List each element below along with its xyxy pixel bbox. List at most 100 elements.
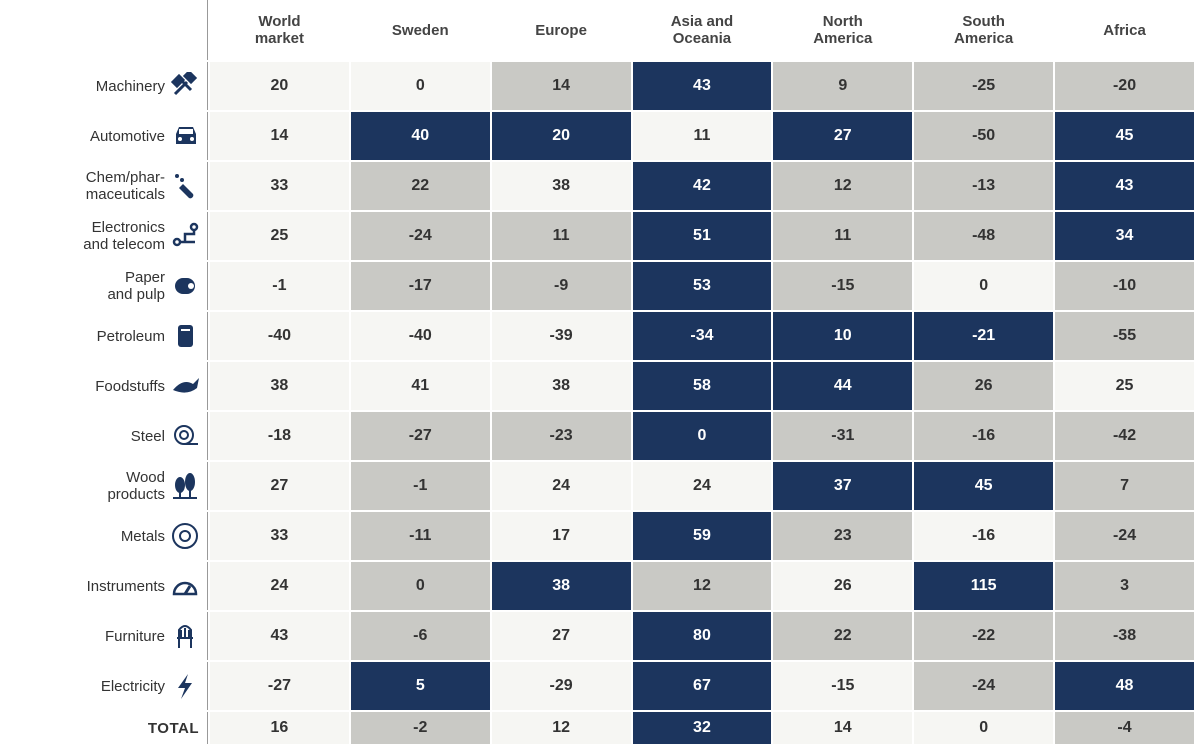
value-cell: -4 (1055, 712, 1194, 744)
row-icon (170, 69, 198, 96)
value-cell: 43 (1055, 162, 1194, 210)
value-cell: 45 (1055, 112, 1194, 160)
row-label-cell: Machinery (2, 62, 208, 110)
value-cell: -27 (210, 662, 349, 710)
row-icon (175, 174, 194, 199)
value-cell: 33 (210, 512, 349, 560)
row-label: Paper and pulp (107, 269, 165, 303)
value-cell: -11 (350, 512, 490, 560)
column-header: North America (813, 13, 873, 47)
row-label: Steel (130, 427, 165, 445)
value-cell: 0 (350, 62, 490, 110)
value-cell: 26 (773, 562, 913, 610)
table-row: Automotive 14 40 20 11 27 -50 45 (2, 112, 1194, 160)
table-row: Furniture 43 -6 27 80 22 -22 -38 (2, 612, 1194, 660)
row-label-cell: Furniture (2, 612, 208, 660)
corner (2, 0, 208, 60)
value-cell: -27 (350, 412, 490, 460)
value-cell: 34 (1055, 212, 1194, 260)
row-label: Electricity (100, 677, 165, 695)
value-cell: -10 (1055, 262, 1194, 310)
value-cell: -24 (1055, 512, 1194, 560)
value-cell: 12 (632, 562, 772, 610)
value-cell: -9 (491, 262, 631, 310)
value-cell: -20 (1055, 62, 1194, 110)
table-row: Petroleum -40 -40 -39 -34 10 -21 -55 (2, 312, 1194, 360)
row-icon (173, 378, 199, 393)
value-cell: 11 (491, 212, 631, 260)
value-cell: -24 (350, 212, 490, 260)
value-cell: -15 (773, 262, 913, 310)
value-cell: 44 (773, 362, 913, 410)
value-cell: 43 (210, 612, 349, 660)
table-row: Foodstuffs 38 41 38 58 44 26 25 (2, 362, 1194, 410)
table-row: Wood products 27 -1 24 24 37 45 7 (2, 462, 1194, 510)
value-cell: 51 (632, 212, 772, 260)
value-cell: 37 (773, 462, 913, 510)
value-cell: 3 (1055, 562, 1194, 610)
value-cell: 22 (773, 612, 913, 660)
value-cell: 53 (632, 262, 772, 310)
value-cell: 0 (914, 262, 1054, 310)
row-label-cell: Instruments (2, 562, 208, 610)
row-icon (172, 581, 198, 596)
table-row: Steel -18 -27 -23 0 -31 -16 -42 (2, 412, 1194, 460)
value-cell: 24 (210, 562, 349, 610)
value-cell: 32 (632, 712, 772, 744)
row-label-cell: Metals (2, 512, 208, 560)
table-row: Machinery 20 0 14 43 9 -25 -20 (2, 62, 1194, 110)
row-icon (172, 523, 198, 549)
value-cell: -34 (632, 312, 772, 360)
value-cell: 14 (773, 712, 913, 744)
value-cell: 41 (350, 362, 490, 410)
value-cell: 12 (491, 712, 631, 744)
value-cell: 67 (632, 662, 772, 710)
value-cell: -21 (914, 312, 1054, 360)
value-cell: 0 (350, 562, 490, 610)
value-cell: 23 (773, 512, 913, 560)
value-cell: 24 (632, 462, 772, 510)
value-cell: 27 (773, 112, 913, 160)
row-label: Machinery (95, 77, 165, 95)
value-cell: 0 (632, 412, 772, 460)
value-cell: 12 (773, 162, 913, 210)
row-label-cell: Paper and pulp (2, 262, 208, 310)
row-icon (175, 278, 195, 294)
row-icon (172, 222, 199, 247)
column-header: Asia and Oceania (670, 13, 734, 47)
value-cell: -13 (914, 162, 1054, 210)
value-cell: 26 (914, 362, 1054, 410)
value-cell: -40 (350, 312, 490, 360)
row-label: Petroleum (96, 327, 165, 345)
column-header: Europe (535, 21, 587, 39)
value-cell: 48 (1055, 662, 1194, 710)
row-label-cell: Steel (2, 412, 208, 460)
row-label: Foodstuffs (95, 377, 165, 395)
value-cell: 20 (491, 112, 631, 160)
value-cell: 14 (210, 112, 349, 160)
value-cell: -16 (914, 512, 1054, 560)
row-label: Chem/phar- maceuticals (85, 169, 165, 203)
column-header: South America (954, 13, 1014, 47)
value-cell: 58 (632, 362, 772, 410)
value-cell: -23 (491, 412, 631, 460)
row-label: Instruments (86, 577, 165, 595)
row-label: Metals (120, 527, 165, 545)
value-cell: -25 (914, 62, 1054, 110)
row-label-cell: Electricity (2, 662, 208, 710)
row-icon (178, 674, 192, 699)
value-cell: -1 (350, 462, 490, 510)
header-row: World market Sweden Europe Asia and Oceania… (2, 0, 1194, 60)
value-cell: -55 (1055, 312, 1194, 360)
value-cell: -15 (773, 662, 913, 710)
value-cell: 45 (914, 462, 1054, 510)
value-cell: 38 (210, 362, 349, 410)
row-label: Wood products (107, 469, 165, 503)
row-label-cell: Petroleum (2, 312, 208, 360)
value-cell: 80 (632, 612, 772, 660)
table-row: Chem/phar- maceuticals 33 22 38 42 12 -13 43 (2, 162, 1194, 210)
table-row: Electricity -27 5 -29 67 -15 -24 48 (2, 662, 1194, 710)
row-label-cell: Chem/phar- maceuticals (2, 162, 208, 210)
value-cell: -24 (914, 662, 1054, 710)
